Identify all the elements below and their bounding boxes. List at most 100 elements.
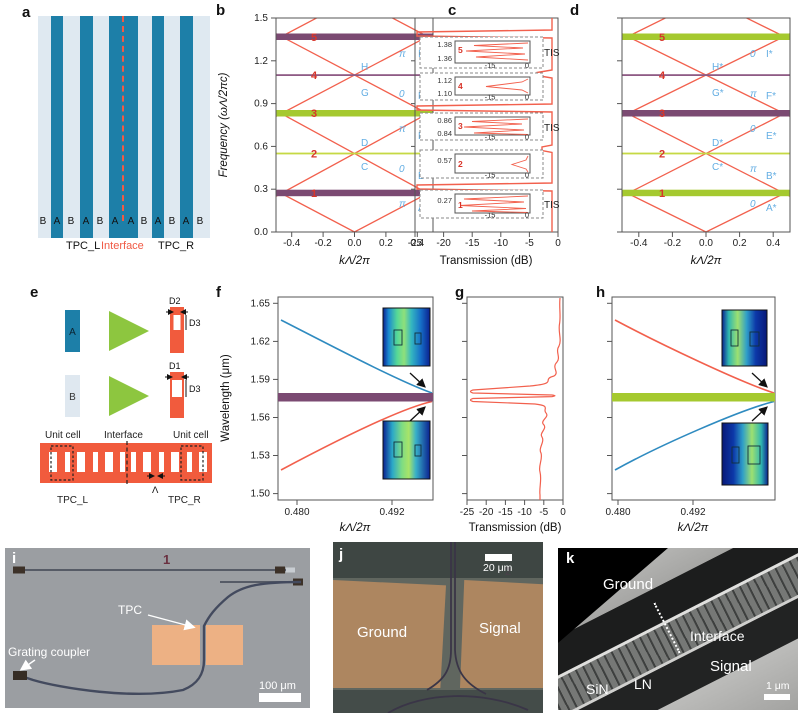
inset-xtick: -15 bbox=[485, 211, 496, 220]
inset-xtick: 0 bbox=[525, 133, 529, 142]
cell-letter: A bbox=[53, 216, 61, 227]
xtick: 0.0 bbox=[348, 238, 362, 249]
inset-slot-outline bbox=[730, 329, 739, 347]
x-axis-label: kΛ/2π bbox=[691, 255, 722, 267]
panel-k-sem-image: Ground Interface Signal SiN LN 1 μm bbox=[558, 548, 798, 710]
tpc-bar bbox=[80, 16, 93, 238]
scale-text: 1 μm bbox=[766, 680, 790, 692]
panel-k-label: k bbox=[566, 550, 575, 567]
mode-field-inset-top bbox=[382, 307, 431, 367]
band-number: 3 bbox=[311, 108, 317, 120]
ticks bbox=[617, 17, 774, 237]
inset-ytick: 0.27 bbox=[437, 196, 452, 205]
ticks bbox=[462, 302, 564, 505]
cell-letter: A bbox=[182, 216, 190, 227]
inset-xtick: 0 bbox=[525, 61, 529, 70]
xtick: -0.2 bbox=[314, 238, 332, 249]
panel-j-microscope-image: Ground Signal 2 20 μm bbox=[333, 542, 543, 713]
tpc-bar bbox=[51, 16, 63, 238]
mode-label: C bbox=[361, 162, 368, 173]
inset-slot-outline bbox=[731, 446, 740, 464]
xtick: -10 bbox=[494, 238, 509, 249]
signal-electrode-pad bbox=[460, 580, 543, 688]
zak-phase: π bbox=[399, 49, 406, 60]
band-number: 1 bbox=[659, 188, 665, 200]
x-axis-label: Transmission (dB) bbox=[469, 522, 562, 534]
y-axis-label: Wavelength (μm) bbox=[220, 354, 232, 442]
mode-label: H bbox=[361, 62, 368, 73]
ground-label: Ground bbox=[357, 624, 408, 641]
sin-label: SiN bbox=[586, 681, 609, 697]
xtick: 0.480 bbox=[284, 507, 309, 518]
lower-band-curve bbox=[614, 400, 775, 471]
scale-bar bbox=[764, 694, 790, 700]
panel-d-label: d bbox=[570, 2, 580, 19]
inset-band-number: 5 bbox=[458, 45, 463, 55]
mode-label: G* bbox=[712, 88, 724, 99]
xtick: 0.492 bbox=[379, 507, 404, 518]
device-number: 1 bbox=[163, 552, 170, 567]
tpc-annotation: TPC bbox=[118, 603, 142, 617]
inset-band-number: 2 bbox=[458, 159, 463, 169]
band-number: 3 bbox=[659, 108, 665, 120]
x-axis-label: Transmission (dB) bbox=[440, 255, 533, 267]
mode-field-inset-bottom bbox=[382, 420, 431, 480]
cell-letter: B bbox=[168, 216, 176, 227]
tpc-bar bbox=[180, 16, 193, 238]
inset-ytick: 1.10 bbox=[437, 89, 452, 98]
xtick: 0.492 bbox=[680, 507, 705, 518]
tis-label: TIS bbox=[544, 48, 560, 59]
zak-phase: 0 bbox=[750, 199, 756, 210]
panel-b-label: b bbox=[216, 2, 226, 19]
mode-field-inset-bottom bbox=[721, 422, 769, 486]
xtick: 0.4 bbox=[766, 238, 780, 249]
xtick: -0.2 bbox=[664, 238, 682, 249]
mode-label: E* bbox=[766, 131, 777, 142]
ground-label: Ground bbox=[603, 576, 654, 593]
ytick: 1.65 bbox=[251, 298, 271, 309]
ground-electrode-pad bbox=[333, 580, 446, 688]
topological-gap-bar bbox=[612, 393, 775, 402]
waveguide-crossing bbox=[387, 695, 529, 713]
xtick: -25 bbox=[460, 507, 475, 518]
electrode-pad-left bbox=[152, 625, 200, 665]
band-number: 4 bbox=[311, 70, 318, 82]
panel-f-dispersion-plot: 1.65 1.62 1.59 1.56 1.53 1.50 0.480 0.49… bbox=[220, 296, 434, 534]
mode-label: F* bbox=[766, 91, 776, 102]
inset-xtick: -15 bbox=[485, 93, 496, 102]
panel-e-schematic: A D2 D3 B D1 D3 Unit cell Interface Unit… bbox=[40, 296, 212, 506]
cell-letter: A bbox=[154, 216, 162, 227]
xtick: 0 bbox=[555, 238, 561, 249]
dim-d3: D3 bbox=[189, 318, 201, 328]
zak-phase: 0 bbox=[399, 164, 405, 175]
panel-f-label: f bbox=[216, 284, 221, 301]
scale-bar bbox=[259, 693, 301, 702]
inset-xtick: -15 bbox=[485, 61, 496, 70]
interface-label: Interface bbox=[690, 628, 745, 644]
scale-text: 100 μm bbox=[259, 680, 296, 692]
tis-label: TIS bbox=[544, 200, 560, 211]
inset-xtick: 0 bbox=[525, 211, 529, 220]
cell-b-letter: B bbox=[69, 392, 76, 403]
inset-slot-outline bbox=[749, 331, 760, 347]
bandgap-4 bbox=[622, 74, 790, 76]
inset-slot-outline bbox=[414, 444, 422, 457]
bandgap-3 bbox=[276, 110, 433, 117]
tpc-l-caption: TPC_L bbox=[66, 240, 101, 252]
bandgap-1 bbox=[622, 189, 790, 197]
xtick: -10 bbox=[517, 507, 532, 518]
inset-ytick: 0.57 bbox=[437, 156, 452, 165]
inset-ytick: 0.84 bbox=[437, 129, 452, 138]
inset-xtick: 0 bbox=[525, 93, 529, 102]
electrode-pad-right bbox=[206, 625, 243, 665]
x-axis-label: kΛ/2π bbox=[340, 522, 371, 534]
cell-letter: A bbox=[127, 216, 135, 227]
coupler-tip bbox=[286, 567, 295, 573]
unit-cell-a bbox=[65, 310, 80, 352]
bandgap-4 bbox=[276, 74, 433, 76]
ytick: 1.2 bbox=[254, 56, 268, 67]
panel-h-label: h bbox=[596, 284, 606, 301]
bandgap-2 bbox=[622, 152, 790, 155]
xtick: 0.2 bbox=[733, 238, 747, 249]
ytick: 1.56 bbox=[251, 413, 271, 424]
